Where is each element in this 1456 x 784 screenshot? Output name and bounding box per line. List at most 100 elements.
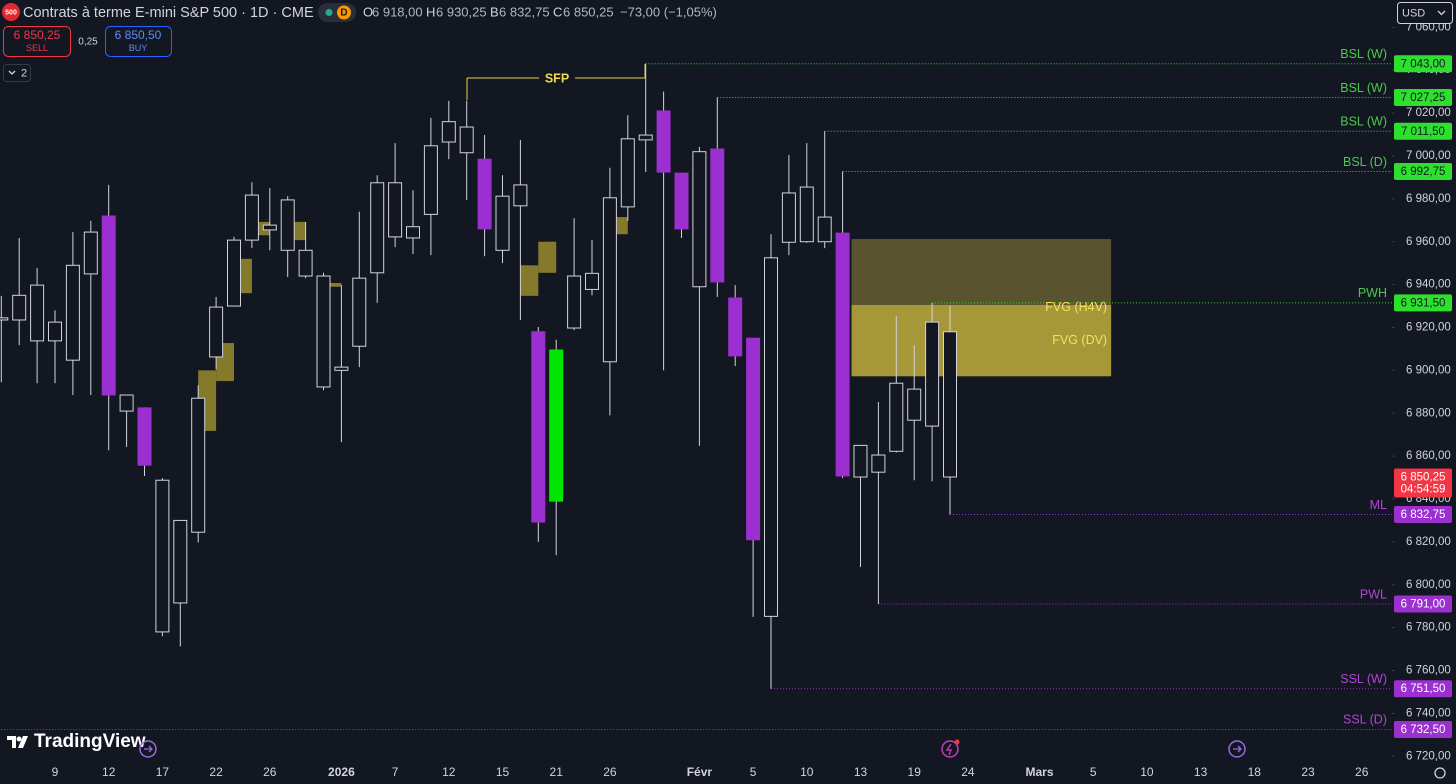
x-tick-label: 2026 (328, 765, 355, 779)
x-tick-label: 24 (961, 765, 975, 779)
y-tick-label: 6 720,00 (1406, 750, 1451, 762)
candle-body (620, 138, 635, 208)
x-tick-label: 19 (908, 765, 922, 779)
event-dot (954, 739, 960, 745)
candle-body (352, 277, 367, 347)
x-tick-label: 26 (1355, 765, 1369, 779)
level-price-box (1394, 163, 1452, 181)
candle-body (441, 121, 456, 143)
x-tick-label: 12 (442, 765, 456, 779)
indicators-count: 2 (21, 67, 27, 79)
sell-button[interactable] (3, 26, 71, 57)
brand-logo (7, 736, 28, 748)
ohlc-value: 6 918,00 (372, 4, 423, 19)
x-tick-label: 7 (392, 765, 399, 779)
candle-body (567, 275, 582, 329)
price-boxes: 7 043,00 7 027,25 7 011,50 6 992,75 6 931,50… (1394, 55, 1452, 738)
sell-label: SELL (26, 43, 48, 53)
level-price-label: 6 832,75 (1401, 509, 1446, 521)
candle-body (531, 331, 546, 523)
zone-label: FVG (H4V) (1045, 300, 1107, 314)
level-name: ML (1370, 498, 1387, 512)
y-tick-label: 6 740,00 (1406, 707, 1451, 719)
spread: 0,25 (78, 37, 98, 48)
candle-body (817, 216, 832, 243)
symbol-logo (2, 3, 20, 21)
y-tick-label: 6 820,00 (1406, 536, 1451, 548)
candle-body (298, 249, 313, 277)
candle-body (0, 317, 9, 321)
candle-body (746, 337, 761, 541)
price-axis: 6 720,00 6 740,00 6 760,00 6 780,00 6 800,00… (1392, 21, 1451, 762)
level-price-label: 7 011,50 (1401, 126, 1445, 138)
candle-body (406, 226, 420, 239)
y-tick-label: 6 800,00 (1406, 579, 1451, 591)
candle-body (459, 126, 474, 154)
level-price-box (1394, 680, 1452, 698)
y-tick-label: 6 880,00 (1406, 407, 1451, 419)
zone-label: FVG (DV) (1052, 333, 1107, 347)
candle-body (30, 284, 45, 342)
x-tick-label: 17 (156, 765, 170, 779)
x-tick-label: 13 (1194, 765, 1208, 779)
x-tick-label: 26 (603, 765, 617, 779)
candle-body (316, 275, 331, 388)
mode-badge (337, 5, 351, 20)
x-tick-label: 23 (1301, 765, 1315, 779)
candle-body (853, 444, 868, 478)
candle-body (209, 306, 224, 358)
candle-body (513, 184, 528, 207)
candle-body (370, 182, 385, 274)
ohlc-value: 6 832,75 (499, 4, 550, 19)
x-tick-label: Mars (1025, 765, 1053, 779)
y-tick-label: 7 020,00 (1406, 107, 1451, 119)
level-price-label: 6 751,50 (1401, 683, 1446, 695)
footer: TradingView (7, 731, 1446, 779)
candle-body (674, 172, 689, 230)
buy-button[interactable] (105, 26, 172, 57)
y-tick-label: 6 980,00 (1406, 193, 1451, 205)
event-icon[interactable] (941, 740, 959, 758)
candle-body (764, 257, 778, 617)
levels: BSL (W) BSL (W) BSL (W) BSL (D) PWH ML PWL SSL … (1, 47, 1392, 730)
event-icon[interactable] (139, 740, 157, 758)
currency-select[interactable] (1397, 2, 1453, 24)
candles (0, 63, 957, 689)
ohlc-value: 6 850,25 (563, 4, 614, 19)
candle-body (119, 394, 134, 412)
change: −73,00 (−1,05%) (620, 4, 717, 19)
sell-price: 6 850,25 (14, 28, 61, 42)
x-tick-label: 5 (1090, 765, 1097, 779)
candle-body (334, 366, 349, 371)
level-price-box (1394, 122, 1452, 140)
ohlc-key: B (490, 4, 499, 19)
settings-icon[interactable] (1434, 767, 1446, 779)
zone (851, 304, 1112, 377)
last-price-label: 6 850,25 (1401, 472, 1446, 484)
event-bolt (945, 743, 952, 756)
level-name: PWL (1360, 587, 1387, 601)
level-name: SSL (D) (1343, 713, 1387, 727)
candle-body (710, 148, 725, 283)
ohlc-key: C (553, 4, 562, 19)
level-price-box (1394, 294, 1452, 312)
candle-body (638, 134, 653, 141)
candle-body (423, 145, 438, 215)
candle-body (262, 224, 277, 231)
candle-body (925, 321, 940, 427)
buy-price: 6 850,50 (115, 28, 162, 42)
symbol-title[interactable]: Contrats à terme E-mini S&P 500 · 1D · C… (23, 5, 314, 21)
candle-body (191, 397, 206, 533)
event-icon[interactable] (1228, 740, 1246, 758)
level-name: BSL (W) (1340, 47, 1387, 61)
y-tick-label: 6 920,00 (1406, 322, 1451, 334)
candle-body (871, 454, 886, 473)
indicators-toggle[interactable] (3, 64, 31, 82)
chevron-icon (1437, 10, 1446, 16)
x-tick-label: 21 (550, 765, 564, 779)
candle-body (137, 407, 152, 466)
zone-labels: FVG (H4V) FVG (DV) (1045, 300, 1107, 347)
candle-body (101, 215, 116, 396)
candle-body (48, 321, 62, 342)
